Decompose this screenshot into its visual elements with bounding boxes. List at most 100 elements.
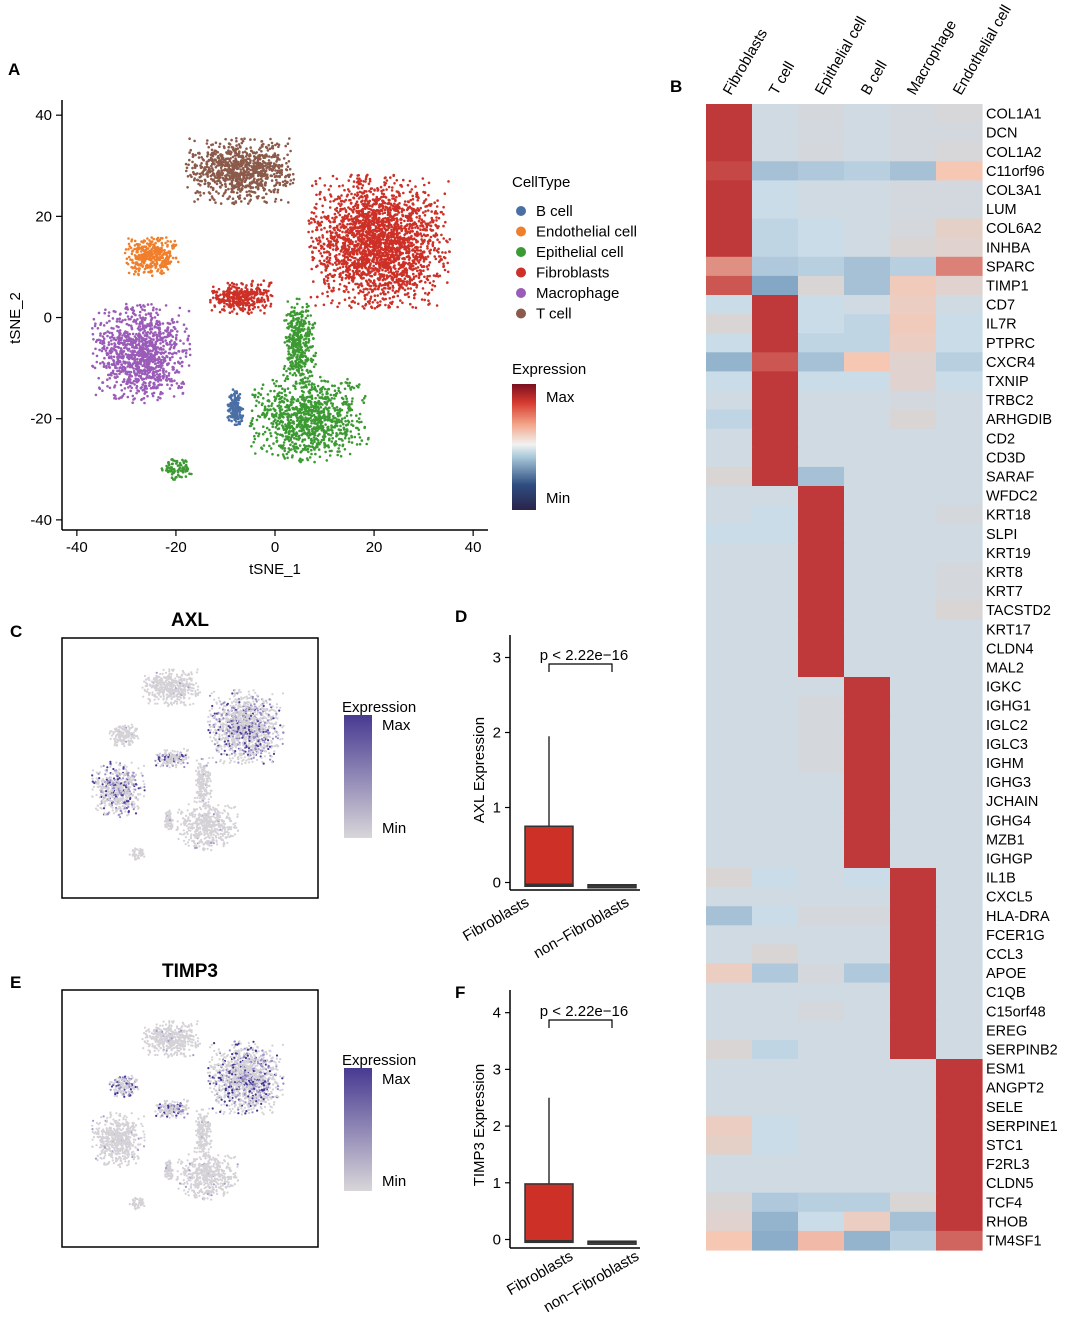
tsne-point [262, 288, 266, 292]
tsne-point [336, 240, 340, 244]
tsne-point [134, 377, 137, 381]
tsne-point [399, 299, 402, 302]
tsne-point [129, 324, 133, 328]
tsne-point [338, 283, 342, 286]
tsne-point [137, 389, 141, 393]
tsne-point [260, 175, 264, 178]
tsne-point [344, 277, 348, 280]
tsne-point [383, 183, 387, 187]
tsne-point [164, 257, 168, 260]
tsne-point [390, 228, 393, 232]
tsne-point [246, 294, 250, 297]
tsne-point [162, 265, 165, 269]
tsne-point [112, 393, 116, 397]
tsne-point [150, 344, 153, 348]
tsne-point [250, 282, 253, 286]
tsne-point [222, 308, 225, 311]
tsne-point [168, 351, 172, 355]
tsne-point [263, 200, 266, 203]
tsne-point [182, 382, 186, 386]
tsne-point [155, 376, 159, 379]
tsne-point [241, 178, 245, 181]
tsne-point [376, 287, 380, 291]
tsne-point [257, 178, 261, 181]
tsne-point [322, 251, 326, 254]
tsne-point [111, 363, 114, 367]
tsne-point [422, 190, 425, 194]
tsne-point [255, 164, 259, 168]
tsne-point [228, 159, 232, 163]
tsne-point [376, 189, 380, 192]
tsne-point [349, 239, 353, 242]
tsne-point [171, 329, 174, 333]
tsne-point [442, 262, 445, 266]
tsne-point [332, 220, 335, 224]
tsne-point [148, 362, 151, 366]
tsne-point [343, 207, 346, 210]
tsne-point [130, 252, 134, 256]
tsne-point [146, 334, 149, 338]
tsne-point [287, 160, 291, 163]
tsne-point [311, 250, 314, 254]
tsne-point [255, 287, 258, 291]
tsne-point [367, 282, 370, 286]
tsne-point [252, 178, 256, 182]
tsne-point [196, 198, 200, 201]
tsne-point [245, 284, 248, 287]
tsne-point [262, 189, 266, 192]
tsne-point [116, 375, 119, 379]
tsne-point [118, 317, 121, 321]
tsne-point [358, 246, 362, 250]
tsne-point [403, 277, 407, 281]
tsne-point [401, 281, 405, 284]
tsne-point [315, 202, 318, 206]
tsne-point [367, 229, 371, 233]
tsne-point [251, 299, 254, 303]
tsne-point [131, 332, 135, 336]
tsne-point [417, 209, 420, 213]
tsne-point [368, 177, 372, 181]
tsne-point [145, 387, 149, 390]
tsne-point [171, 355, 174, 359]
tsne-point [269, 137, 272, 141]
tsne-point [194, 153, 197, 157]
tsne-point [244, 165, 247, 168]
tsne-point [158, 373, 162, 376]
tsne-point [386, 291, 390, 294]
tsne-point [154, 258, 157, 262]
tsne-point [352, 271, 356, 275]
tsne-point [266, 295, 270, 299]
tsne-point [319, 252, 323, 255]
tsne-point [346, 256, 350, 260]
tsne-point [156, 369, 160, 373]
tsne-point [260, 171, 263, 175]
tsne-point [117, 353, 121, 356]
tsne-point [390, 189, 394, 192]
tsne-point [347, 258, 350, 262]
tsne-point [159, 396, 162, 400]
tsne-point [365, 293, 369, 296]
tsne-point [327, 239, 330, 243]
tsne-point [249, 168, 252, 172]
tsne-point [416, 226, 420, 230]
tsne-point [314, 215, 318, 218]
tsne-point [280, 173, 284, 176]
tsne-point [123, 251, 127, 255]
tsne-point [320, 220, 324, 224]
tsne-point [426, 275, 429, 278]
tsne-point [338, 229, 342, 232]
tsne-point [336, 305, 339, 309]
tsne-point [168, 387, 172, 390]
tsne-point [361, 218, 365, 222]
tsne-point [162, 375, 165, 379]
tsne-point [246, 193, 249, 197]
tsne-point [402, 236, 406, 240]
tsne-point [383, 211, 387, 214]
tsne-point [341, 254, 345, 257]
tsne-point [341, 248, 344, 251]
tsne-point [207, 170, 211, 174]
tsne-point [435, 219, 438, 222]
tsne-point [213, 304, 216, 307]
tsne-point [396, 279, 400, 283]
tsne-point [351, 261, 354, 265]
